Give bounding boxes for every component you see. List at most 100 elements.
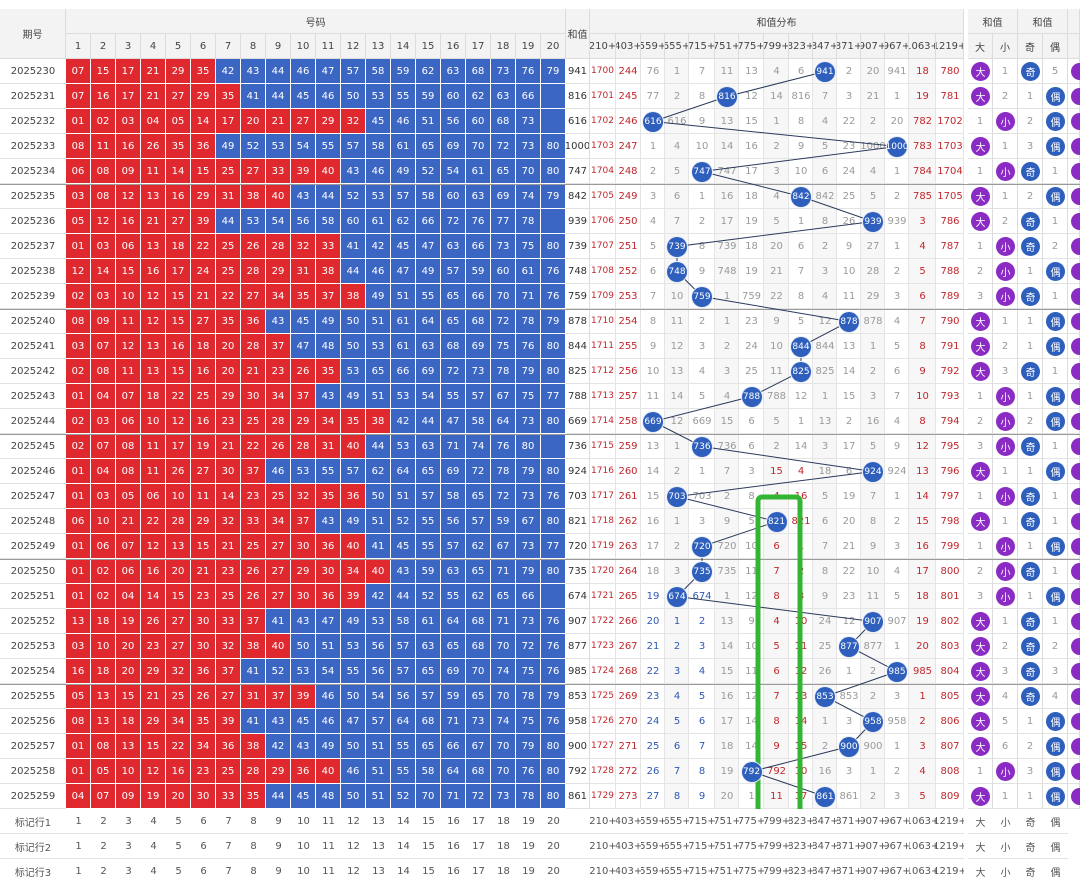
number-cell: 16 [116, 134, 141, 159]
number-cell: 39 [291, 159, 316, 184]
distribution-cell [909, 109, 936, 134]
number-cell: 58 [416, 184, 441, 209]
marker-number: 16 [441, 834, 466, 859]
number-cell: 04 [141, 109, 166, 134]
sum-ball: 924 [863, 461, 883, 482]
sum-ball: 900 [839, 736, 859, 757]
miss-cell: 1703 [937, 141, 963, 152]
number-cell: 27 [166, 209, 191, 234]
distribution-cell [764, 109, 789, 134]
big-marker: 大 [971, 87, 990, 106]
highlight-box [755, 494, 803, 833]
distribution-cell [715, 59, 739, 84]
bucket-header: 1063+ [909, 34, 936, 59]
number-col-header: 16 [441, 34, 466, 59]
distribution-cell [837, 109, 861, 134]
size-big-cell: 1 [968, 109, 993, 134]
number-cell: 27 [291, 109, 316, 134]
distribution-cell [665, 134, 689, 159]
number-cell: 06 [66, 159, 91, 184]
number-cell: 16 [166, 184, 191, 209]
distribution-cell [861, 159, 885, 184]
even-marker: 偶 [1046, 87, 1065, 106]
distribution-cell [909, 184, 936, 209]
number-cell: 49 [391, 159, 416, 184]
number-cell: 43 [241, 59, 266, 84]
marker-bucket: 823+ [789, 809, 813, 834]
sum-ball: 739 [667, 236, 687, 257]
number-col-header: 3 [116, 34, 141, 59]
marker-bucket: 751+ [715, 834, 739, 859]
marker-parity: 奇 [1018, 834, 1043, 859]
number-col-header: 18 [491, 34, 516, 59]
number-cell: 05 [166, 109, 191, 134]
distribution-cell [909, 59, 936, 84]
miss-cell: 13 [745, 66, 758, 77]
marker-number: 7 [216, 834, 241, 859]
number-cell: 53 [366, 184, 391, 209]
number-cell: 76 [516, 59, 541, 84]
marker-parity: 偶 [1043, 859, 1068, 880]
small-marker: 小 [996, 162, 1015, 181]
number-cell: 08 [91, 159, 116, 184]
size-small-cell: 1 [993, 184, 1018, 209]
number-col-header: 19 [516, 34, 541, 59]
number-cell: 65 [491, 159, 516, 184]
number-cell: 41 [241, 84, 266, 109]
odd-marker: 奇 [1021, 162, 1040, 181]
marker-number: 8 [241, 859, 266, 880]
number-cell: 08 [66, 134, 91, 159]
even-marker: 偶 [1046, 112, 1065, 131]
number-cell: 55 [391, 84, 416, 109]
marker-bucket: 1063+ [909, 859, 936, 880]
marker-bucket: 907+ [861, 859, 885, 880]
number-col-header: 7 [216, 34, 241, 59]
counter-cell: 248 [616, 159, 641, 184]
miss-cell: 1000 [861, 141, 885, 152]
marker-bucket: 715+ [689, 859, 715, 880]
big-marker: 大 [971, 187, 990, 206]
counter-cell: 246 [616, 109, 641, 134]
bucket-header: 799+ [764, 34, 789, 59]
top-bar [0, 0, 1080, 9]
miss-cell: 6 [797, 66, 805, 77]
distribution-cell [665, 59, 689, 84]
miss-cell: 13 [720, 116, 734, 127]
number-cell: 63 [441, 59, 466, 84]
marker-number: 3 [116, 809, 141, 834]
sum-ball: 816 [717, 86, 737, 107]
distribution-cell [861, 184, 885, 209]
issue-cell: 2025230 [0, 59, 66, 84]
marker-bucket: 559+ [641, 834, 665, 859]
number-cell: 44 [316, 184, 341, 209]
marker-number: 9 [266, 834, 291, 859]
number-cell: 21 [141, 84, 166, 109]
marker-bucket: 967+ [885, 809, 909, 834]
miss-cell: 16 [745, 141, 758, 152]
sum-ball: 703 [667, 486, 687, 507]
number-cell: 40 [316, 159, 341, 184]
edge-marker [1071, 163, 1080, 180]
marker-number: 11 [316, 834, 341, 859]
edge-marker [1071, 138, 1080, 155]
miss-cell: 782 [912, 116, 933, 127]
counter-cell: 1705 [590, 184, 616, 209]
distribution-cell [837, 159, 861, 184]
sum-ball: 825 [791, 361, 811, 382]
marker-number: 4 [141, 809, 166, 834]
number-cell: 79 [541, 59, 566, 84]
marker-number: 13 [366, 809, 391, 834]
marker-number: 14 [391, 834, 416, 859]
marker-row-label: 标记行2 [0, 834, 66, 859]
bucket-header: 847+ [813, 34, 837, 59]
miss-cell: 4 [673, 141, 681, 152]
sum-ball: 821 [766, 511, 787, 532]
marker-number: 8 [241, 809, 266, 834]
marker-number: 9 [266, 809, 291, 834]
number-cell: 53 [366, 84, 391, 109]
miss-cell: 1 [649, 141, 657, 152]
sum-ball: 747 [692, 161, 712, 182]
sum-ball: 674 [667, 586, 687, 607]
bucket-header: 775+ [739, 34, 764, 59]
number-cell: 02 [91, 109, 116, 134]
